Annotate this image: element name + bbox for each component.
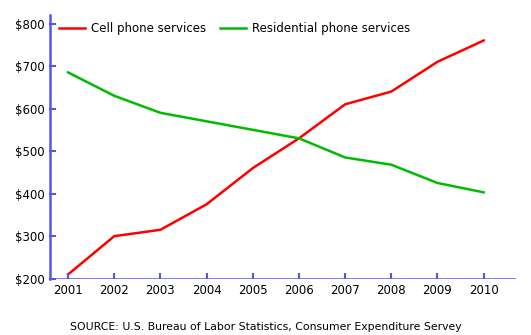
Line: Cell phone services: Cell phone services xyxy=(68,41,484,274)
Cell phone services xyxy=(111,234,117,238)
Cell phone services xyxy=(388,89,395,93)
Residential phone services xyxy=(250,128,256,132)
Legend: Cell phone services, Residential phone services: Cell phone services, Residential phone s… xyxy=(54,18,415,40)
Residential phone services xyxy=(111,94,117,98)
Cell phone services xyxy=(203,202,210,206)
Line: Residential phone services: Residential phone services xyxy=(68,72,484,192)
Cell phone services xyxy=(342,102,348,106)
Residential phone services xyxy=(434,181,441,185)
Text: SOURCE: U.S. Bureau of Labor Statistics, Consumer Expenditure Servey: SOURCE: U.S. Bureau of Labor Statistics,… xyxy=(70,322,461,332)
Residential phone services xyxy=(342,155,348,159)
Residential phone services xyxy=(65,70,71,74)
Cell phone services xyxy=(250,166,256,170)
Residential phone services xyxy=(157,111,164,115)
Cell phone services xyxy=(434,60,441,64)
Cell phone services xyxy=(65,272,71,276)
Residential phone services xyxy=(481,190,487,194)
Cell phone services xyxy=(157,228,164,232)
Cell phone services xyxy=(296,136,302,140)
Residential phone services xyxy=(388,163,395,167)
Residential phone services xyxy=(203,119,210,123)
Cell phone services xyxy=(481,39,487,43)
Residential phone services xyxy=(296,136,302,140)
